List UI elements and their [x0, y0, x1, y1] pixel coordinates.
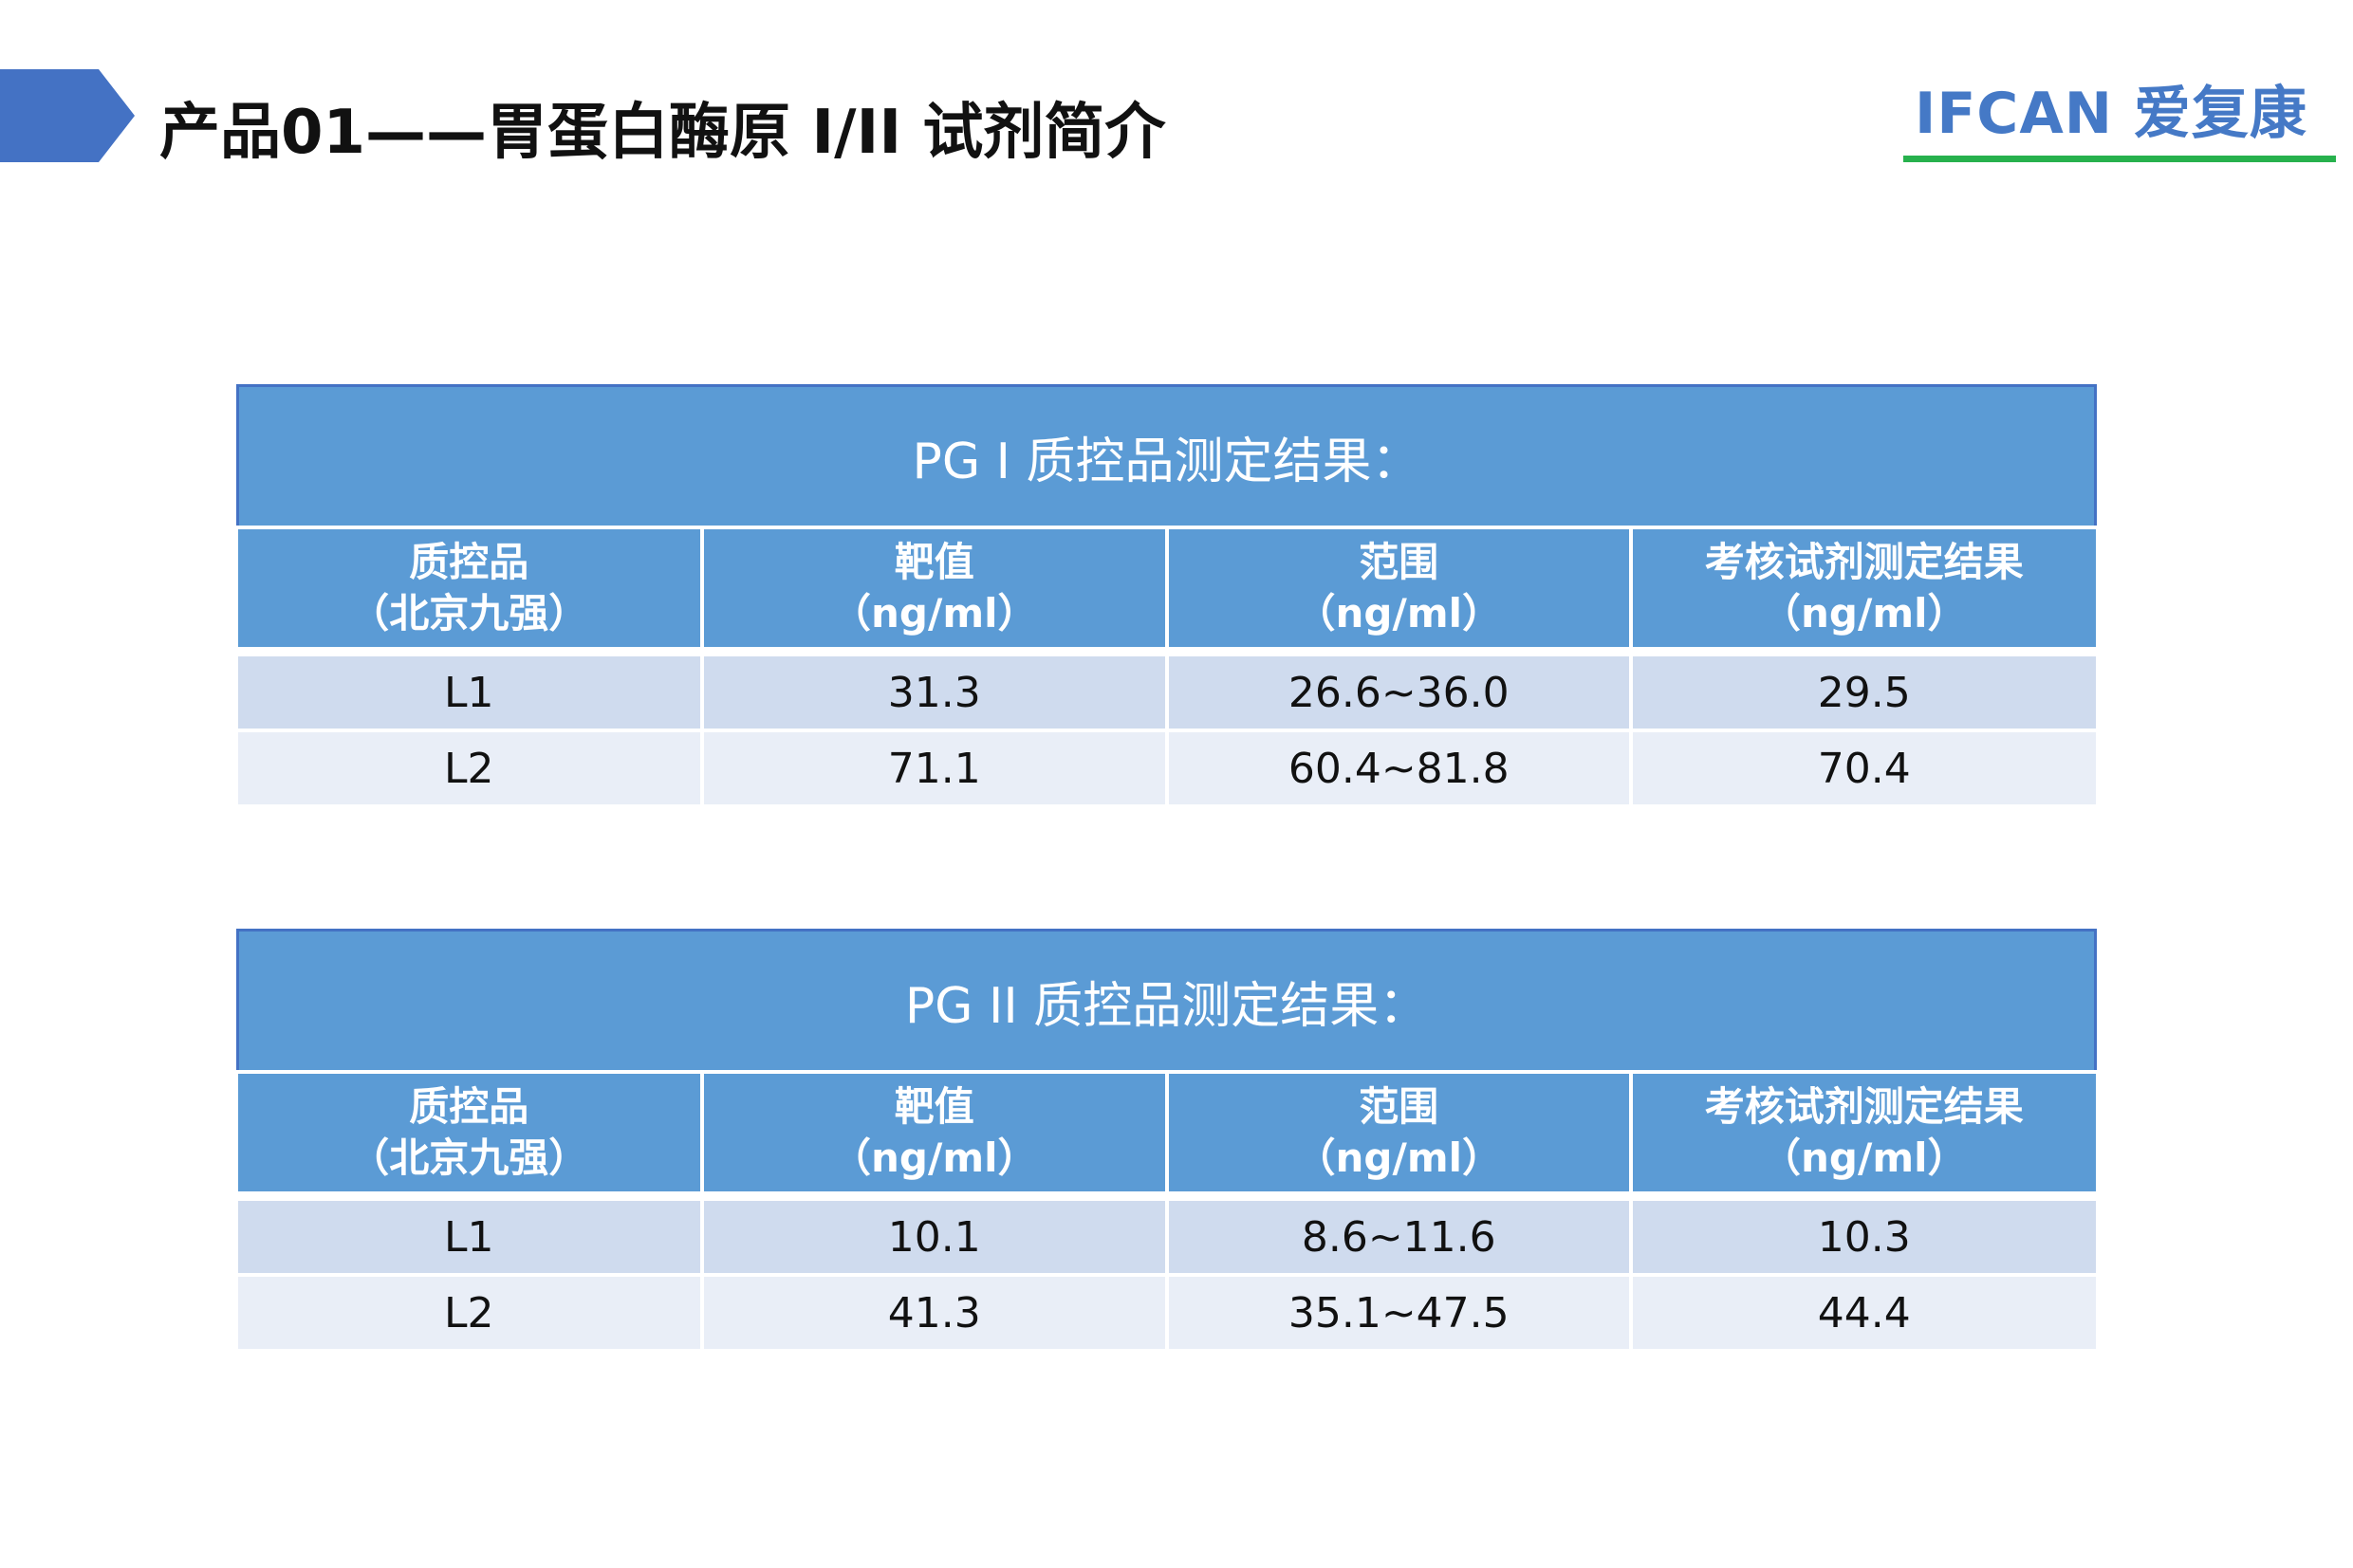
column-header-range: 范围 （ng/ml） [1166, 526, 1633, 656]
table-cell: 71.1 [702, 730, 1169, 808]
table-header-row: 质控品 （北京九强） 靶值 （ng/ml） 范围 （ng/ml） 考核试剂测定结… [237, 526, 2096, 656]
logo-underline [1903, 156, 2336, 162]
table-cell: L2 [237, 1275, 704, 1353]
column-header-unit: （ng/ml） [1295, 1134, 1502, 1181]
column-header-label: 靶值 [894, 539, 974, 585]
column-header-control: 质控品 （北京九强） [237, 1070, 704, 1201]
table-cell: 41.3 [702, 1275, 1169, 1353]
column-header-label: 考核试剂测定结果 [1704, 1083, 2024, 1130]
table-header-row: 质控品 （北京九强） 靶值 （ng/ml） 范围 （ng/ml） 考核试剂测定结… [237, 1070, 2096, 1201]
column-header-label: 质控品 [409, 539, 529, 585]
title-arrow-icon [0, 69, 135, 162]
column-header-unit: （ng/ml） [1295, 590, 1502, 636]
column-header-label: 靶值 [894, 1083, 974, 1130]
table-row: L1 10.1 8.6~11.6 10.3 [237, 1196, 2096, 1277]
table-cell: 70.4 [1631, 730, 2096, 808]
column-header-range: 范围 （ng/ml） [1166, 1070, 1633, 1201]
table-caption: PG I 质控品测定结果： [236, 384, 2097, 529]
pg2-qc-table: PG II 质控品测定结果： 质控品 （北京九强） 靶值 （ng/ml） 范围 … [235, 929, 2098, 1353]
column-header-unit: （ng/ml） [831, 1134, 1038, 1181]
table-cell: 44.4 [1631, 1275, 2096, 1353]
table-cell: 29.5 [1631, 652, 2096, 732]
column-header-target: 靶值 （ng/ml） [702, 1070, 1169, 1201]
table-caption-row: PG II 质控品测定结果： [235, 929, 2098, 1074]
brand-logo: IFCAN 爱复康 [1915, 81, 2307, 147]
table-row: L2 41.3 35.1~47.5 44.4 [237, 1275, 2096, 1353]
table-cell: 35.1~47.5 [1166, 1275, 1633, 1353]
column-header-label: 考核试剂测定结果 [1704, 539, 2024, 585]
table-row: L2 71.1 60.4~81.8 70.4 [237, 730, 2096, 808]
column-header-label: 质控品 [409, 1083, 529, 1130]
column-header-label: 范围 [1359, 539, 1439, 585]
column-header-label: 范围 [1359, 1083, 1439, 1130]
table-cell: 10.3 [1631, 1196, 2096, 1277]
column-header-unit: （ng/ml） [831, 590, 1038, 636]
column-header-result: 考核试剂测定结果 （ng/ml） [1631, 1070, 2096, 1201]
table-cell: 31.3 [702, 652, 1169, 732]
column-header-result: 考核试剂测定结果 （ng/ml） [1631, 526, 2096, 656]
column-header-unit: （北京九强） [349, 590, 589, 636]
column-header-target: 靶值 （ng/ml） [702, 526, 1169, 656]
page-title: 产品01——胃蛋白酶原 I/II 试剂简介 [159, 98, 1166, 168]
table-caption: PG II 质控品测定结果： [235, 929, 2098, 1074]
table-cell: L1 [237, 652, 704, 732]
table-cell: 10.1 [702, 1196, 1169, 1277]
column-header-unit: （ng/ml） [1761, 590, 1968, 636]
table-cell: 8.6~11.6 [1166, 1196, 1633, 1277]
table-cell: 26.6~36.0 [1166, 652, 1633, 732]
pg1-qc-table: PG I 质控品测定结果： 质控品 （北京九强） 靶值 （ng/ml） 范围 （… [236, 384, 2097, 808]
table-row: L1 31.3 26.6~36.0 29.5 [237, 652, 2096, 732]
table-caption-row: PG I 质控品测定结果： [236, 384, 2097, 529]
column-header-control: 质控品 （北京九强） [237, 526, 704, 656]
table-cell: 60.4~81.8 [1166, 730, 1633, 808]
table-cell: L1 [237, 1196, 704, 1277]
column-header-unit: （北京九强） [349, 1134, 589, 1181]
table-cell: L2 [237, 730, 704, 808]
column-header-unit: （ng/ml） [1761, 1134, 1968, 1181]
